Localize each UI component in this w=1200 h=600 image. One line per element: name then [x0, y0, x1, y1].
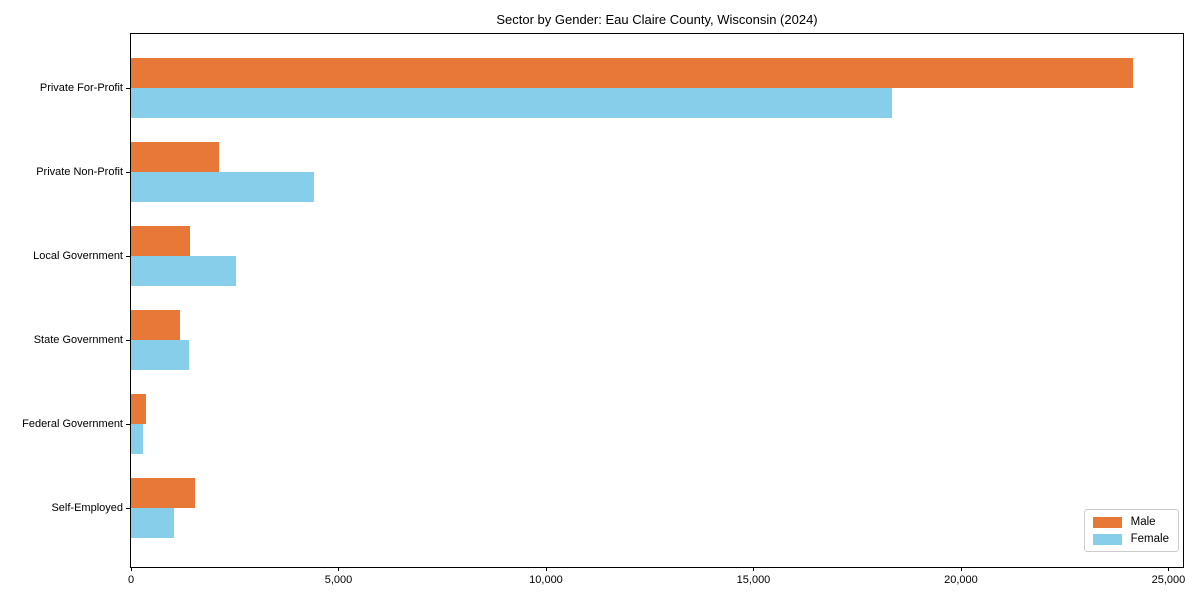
female-bar: [131, 172, 314, 202]
y-axis-tick: [126, 172, 130, 173]
male-bar: [131, 58, 1133, 88]
y-axis-label: State Government: [33, 334, 123, 346]
legend-item-female: Female: [1092, 533, 1169, 545]
x-axis-tick: [131, 567, 132, 571]
male-bar: [131, 142, 219, 172]
x-axis-label: 20,000: [944, 574, 978, 586]
female-bar: [131, 340, 189, 370]
legend: Male Female: [1083, 509, 1179, 552]
male-bar: [131, 478, 195, 508]
y-axis-label: Federal Government: [22, 418, 123, 430]
legend-label-female: Female: [1130, 533, 1169, 545]
y-axis-label: Private Non-Profit: [36, 166, 123, 178]
plot-area: Private For-Profit Private Non-Profit Loca…: [22, 33, 1185, 586]
y-axis-label: Local Government: [33, 250, 123, 262]
y-axis-label: Self-Employed: [51, 502, 123, 514]
y-axis-tick: [126, 256, 130, 257]
female-bar: [131, 508, 174, 538]
x-axis-tick: [1168, 567, 1170, 571]
legend-label-male: Male: [1130, 516, 1156, 528]
chart-title: Sector by Gender: Eau Claire County, Wis…: [496, 12, 818, 27]
male-series-swatch: [1092, 516, 1122, 528]
x-axis-tick: [338, 567, 340, 571]
y-axis-tick: [126, 508, 130, 509]
female-bar: [131, 424, 143, 454]
x-axis-label: 25,000: [1151, 574, 1186, 586]
x-axis-tick: [960, 567, 962, 571]
female-bar: [131, 88, 892, 118]
x-axis-label: 0: [127, 574, 135, 586]
x-axis-label: 10,000: [529, 574, 563, 586]
x-axis-label: 5,000: [324, 574, 353, 586]
female-bar: [131, 256, 236, 286]
male-bar: [131, 310, 180, 340]
x-axis-label: 15,000: [736, 574, 771, 586]
legend-item-male: Male: [1092, 516, 1169, 528]
y-axis-tick: [126, 424, 130, 425]
x-axis-tick: [545, 567, 547, 571]
x-axis-tick: [753, 567, 755, 571]
y-axis-tick: [126, 88, 130, 89]
male-bar: [131, 394, 147, 424]
y-axis-tick: [126, 340, 130, 341]
y-axis-label: Private For-Profit: [39, 82, 123, 94]
female-series-swatch: [1092, 533, 1122, 545]
male-bar: [131, 226, 191, 256]
